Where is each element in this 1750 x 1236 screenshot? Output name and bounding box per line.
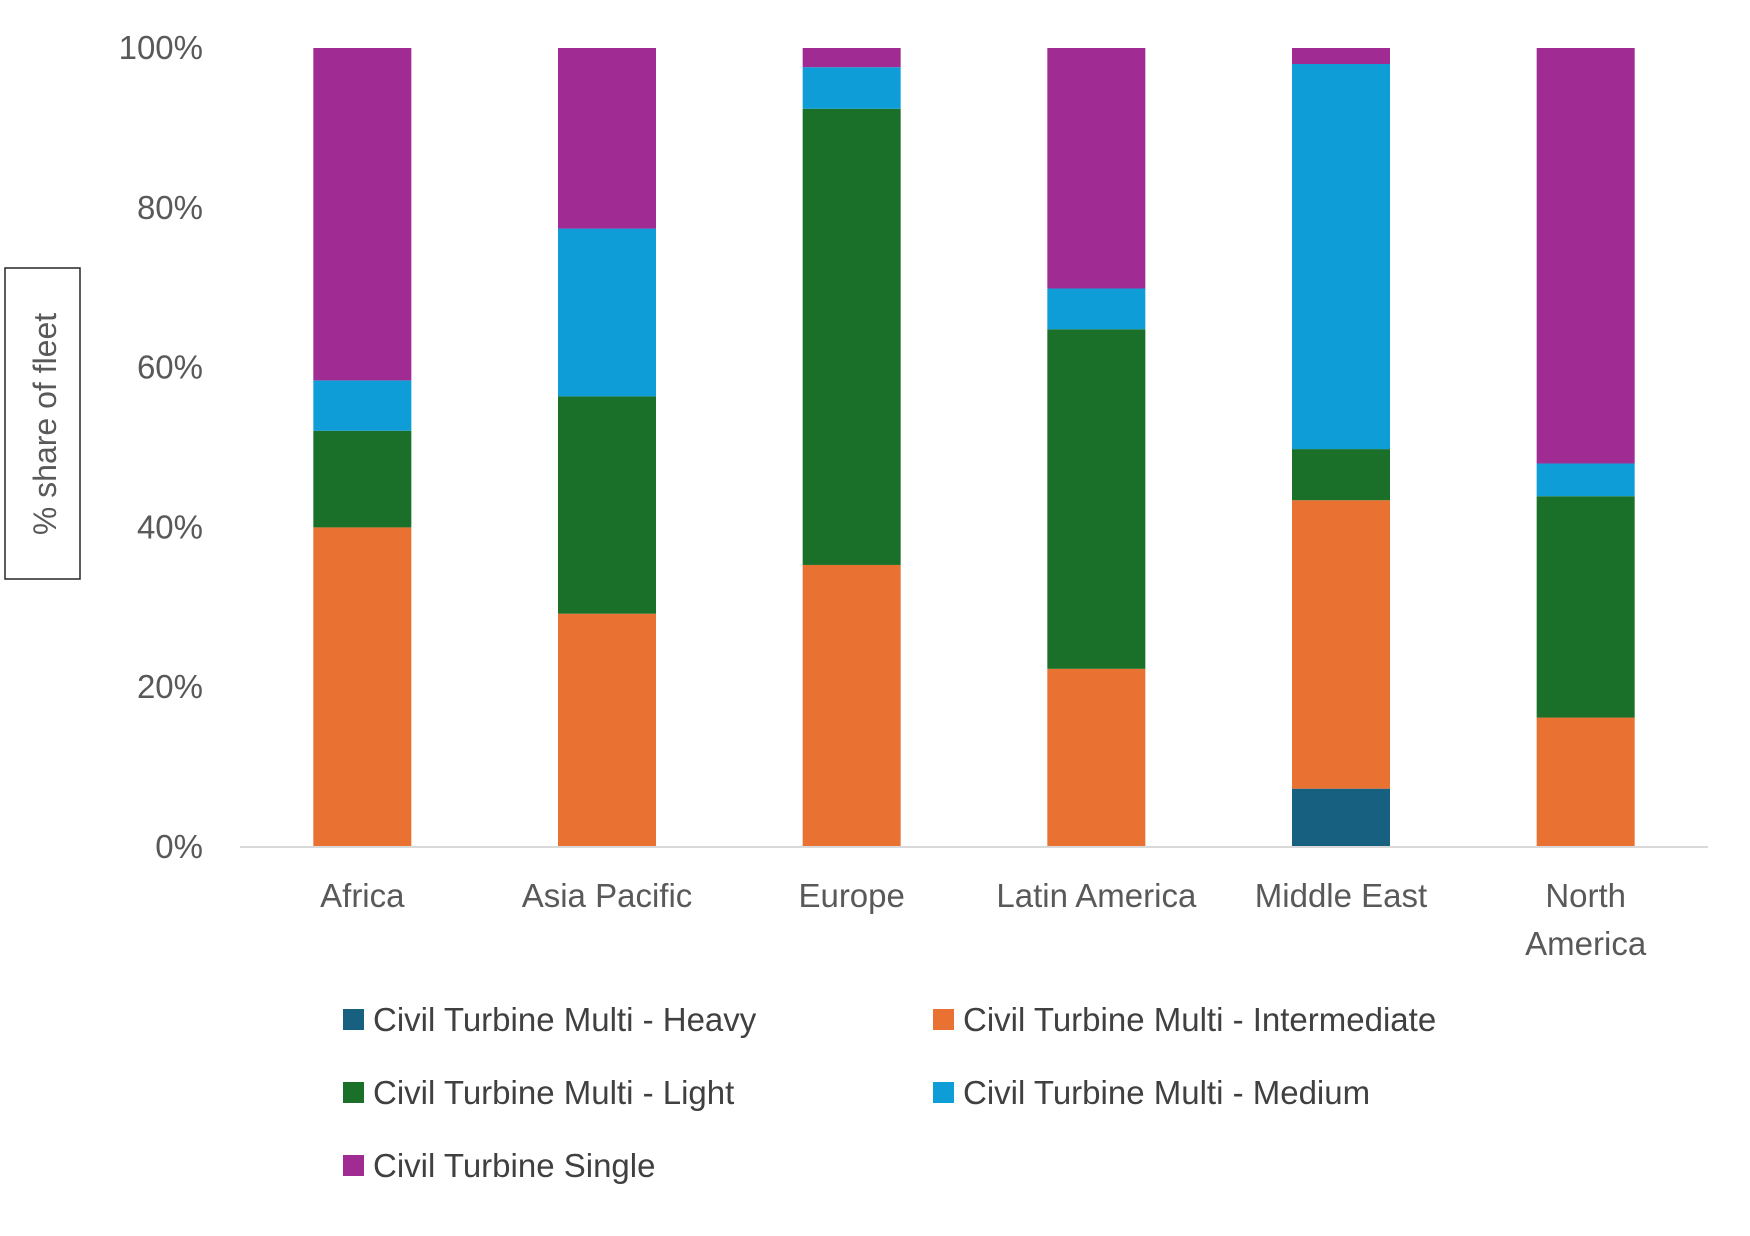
bar-segment-civil-turbine-multi-intermediate	[802, 564, 901, 847]
bar-segment-civil-turbine-multi-light	[1047, 329, 1146, 669]
legend-swatch	[343, 1009, 364, 1030]
legend-label: Civil Turbine Multi - Medium	[963, 1074, 1370, 1111]
bar-segment-civil-turbine-multi-medium	[313, 380, 412, 431]
bar-segment-civil-turbine-multi-light	[802, 108, 901, 565]
y-tick-label: 0%	[155, 828, 203, 865]
bar-segment-civil-turbine-multi-medium	[1292, 63, 1390, 450]
bar-segment-civil-turbine-multi-medium	[802, 67, 901, 109]
bar-segment-civil-turbine-multi-heavy	[1292, 788, 1390, 847]
bar-segment-civil-turbine-multi-medium	[1536, 463, 1635, 497]
bar-segment-civil-turbine-multi-intermediate	[1292, 500, 1390, 789]
y-tick-label: 20%	[137, 668, 203, 705]
bar-segment-civil-turbine-multi-light	[1292, 449, 1390, 501]
bar-segment-civil-turbine-single	[558, 48, 656, 229]
legend-label: Civil Turbine Multi - Light	[373, 1074, 734, 1111]
x-tick-label: America	[1525, 925, 1647, 962]
bar-segment-civil-turbine-multi-light	[313, 430, 412, 528]
legend-swatch	[933, 1009, 954, 1030]
bar-segment-civil-turbine-multi-light	[558, 396, 656, 614]
bar-segment-civil-turbine-single	[1292, 48, 1390, 64]
legend-swatch	[343, 1082, 364, 1103]
y-tick-label: 60%	[137, 349, 203, 386]
legend-swatch	[933, 1082, 954, 1103]
y-axis-title: % share of fleet	[27, 313, 63, 535]
x-tick-label: Europe	[798, 877, 904, 914]
x-tick-label: Africa	[320, 877, 405, 914]
y-tick-label: 100%	[119, 29, 203, 66]
x-tick-label: Latin America	[996, 877, 1197, 914]
legend-label: Civil Turbine Multi - Intermediate	[963, 1001, 1436, 1038]
bar-segment-civil-turbine-multi-intermediate	[313, 527, 412, 847]
bar-segment-civil-turbine-multi-medium	[558, 228, 656, 397]
bar-segment-civil-turbine-single	[1536, 48, 1635, 464]
y-tick-label: 40%	[137, 508, 203, 545]
x-tick-label: Middle East	[1255, 877, 1427, 914]
bar-segment-civil-turbine-single	[1047, 48, 1146, 289]
legend-label: Civil Turbine Single	[373, 1147, 655, 1184]
bar-segment-civil-turbine-multi-intermediate	[558, 613, 656, 847]
x-tick-label: Asia Pacific	[522, 877, 693, 914]
x-tick-label: North	[1545, 877, 1626, 914]
bar-segment-civil-turbine-multi-medium	[1047, 288, 1146, 330]
bar-segment-civil-turbine-single	[313, 48, 412, 381]
bar-segment-civil-turbine-multi-intermediate	[1047, 668, 1146, 847]
bar-segment-civil-turbine-single	[802, 48, 901, 68]
bar-segment-civil-turbine-multi-intermediate	[1536, 717, 1635, 847]
y-tick-label: 80%	[137, 189, 203, 226]
legend-label: Civil Turbine Multi - Heavy	[373, 1001, 757, 1038]
legend-swatch	[343, 1155, 364, 1176]
bar-segment-civil-turbine-multi-light	[1536, 496, 1635, 718]
y-axis-title-box	[4, 267, 81, 580]
